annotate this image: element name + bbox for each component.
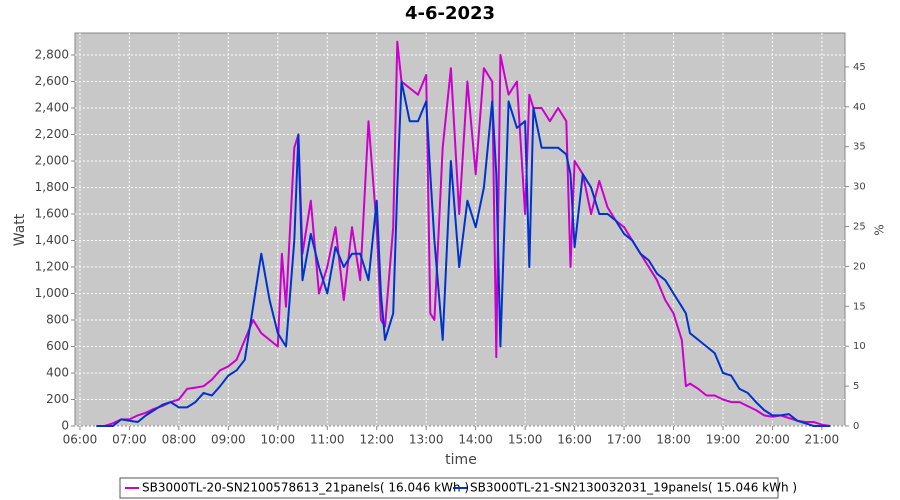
series-line: [96, 40, 831, 427]
x-tick-label: 16:00: [557, 433, 592, 447]
y-tick-label: 2,000: [35, 153, 69, 167]
y-tick-label: 2,200: [35, 127, 69, 141]
x-tick-label: 20:00: [755, 433, 790, 447]
x-tick-label: 11:00: [310, 433, 345, 447]
y2-tick-label: 10: [853, 341, 866, 352]
y2-tick-label: 25: [853, 222, 866, 233]
y2-tick-label: 5: [853, 381, 859, 392]
y-tick-label: 2,800: [35, 47, 69, 61]
x-tick-label: 13:00: [409, 433, 444, 447]
y-tick-label: 1,400: [35, 233, 69, 247]
y2-tick-label: 15: [853, 301, 866, 312]
y-axis-label: Watt: [12, 213, 28, 246]
y-tick-label: 200: [46, 392, 69, 406]
x-tick-label: 07:00: [112, 433, 147, 447]
y2-tick-label: 30: [853, 182, 866, 193]
x-tick-label: 06:00: [63, 433, 98, 447]
y2-tick-label: 0: [853, 421, 859, 432]
y2-axis-label: %: [873, 224, 887, 235]
plot-area: [74, 32, 846, 427]
y-tick-label: 1,200: [35, 259, 69, 273]
legend-label: SB3000TL-20-SN2100578613_21panels( 16.04…: [142, 481, 469, 495]
y-tick-label: 2,400: [35, 100, 69, 114]
x-tick-label: 10:00: [261, 433, 296, 447]
x-tick-label: 19:00: [706, 433, 741, 447]
y-tick-label: 2,600: [35, 74, 69, 88]
x-tick-label: 18:00: [656, 433, 691, 447]
chart-title: 4-6-2023: [405, 3, 495, 24]
y2-tick-label: 40: [853, 102, 866, 113]
x-tick-label: 15:00: [508, 433, 543, 447]
y-tick-label: 1,600: [35, 206, 69, 220]
y2-tick-label: 20: [853, 261, 866, 272]
y-tick-label: 1,800: [35, 180, 69, 194]
y-tick-label: 800: [46, 312, 69, 326]
x-tick-label: 09:00: [211, 433, 246, 447]
x-tick-label: 21:00: [805, 433, 840, 447]
y2-tick-label: 35: [853, 142, 866, 153]
y2-tick-label: 45: [853, 62, 866, 73]
x-tick-label: 14:00: [458, 433, 493, 447]
y-tick-label: 400: [46, 365, 69, 379]
y-tick-label: 1,000: [35, 286, 69, 300]
x-axis-label: time: [445, 452, 477, 468]
x-tick-label: 12:00: [359, 433, 394, 447]
legend: [119, 477, 779, 499]
y-tick-label: 600: [46, 339, 69, 353]
legend-label: SB3000TL-21-SN2130032031_19panels( 15.04…: [470, 481, 797, 495]
x-tick-label: 08:00: [162, 433, 197, 447]
y-tick-label: 0: [61, 419, 69, 433]
x-tick-label: 17:00: [607, 433, 642, 447]
series-line: [96, 80, 831, 427]
